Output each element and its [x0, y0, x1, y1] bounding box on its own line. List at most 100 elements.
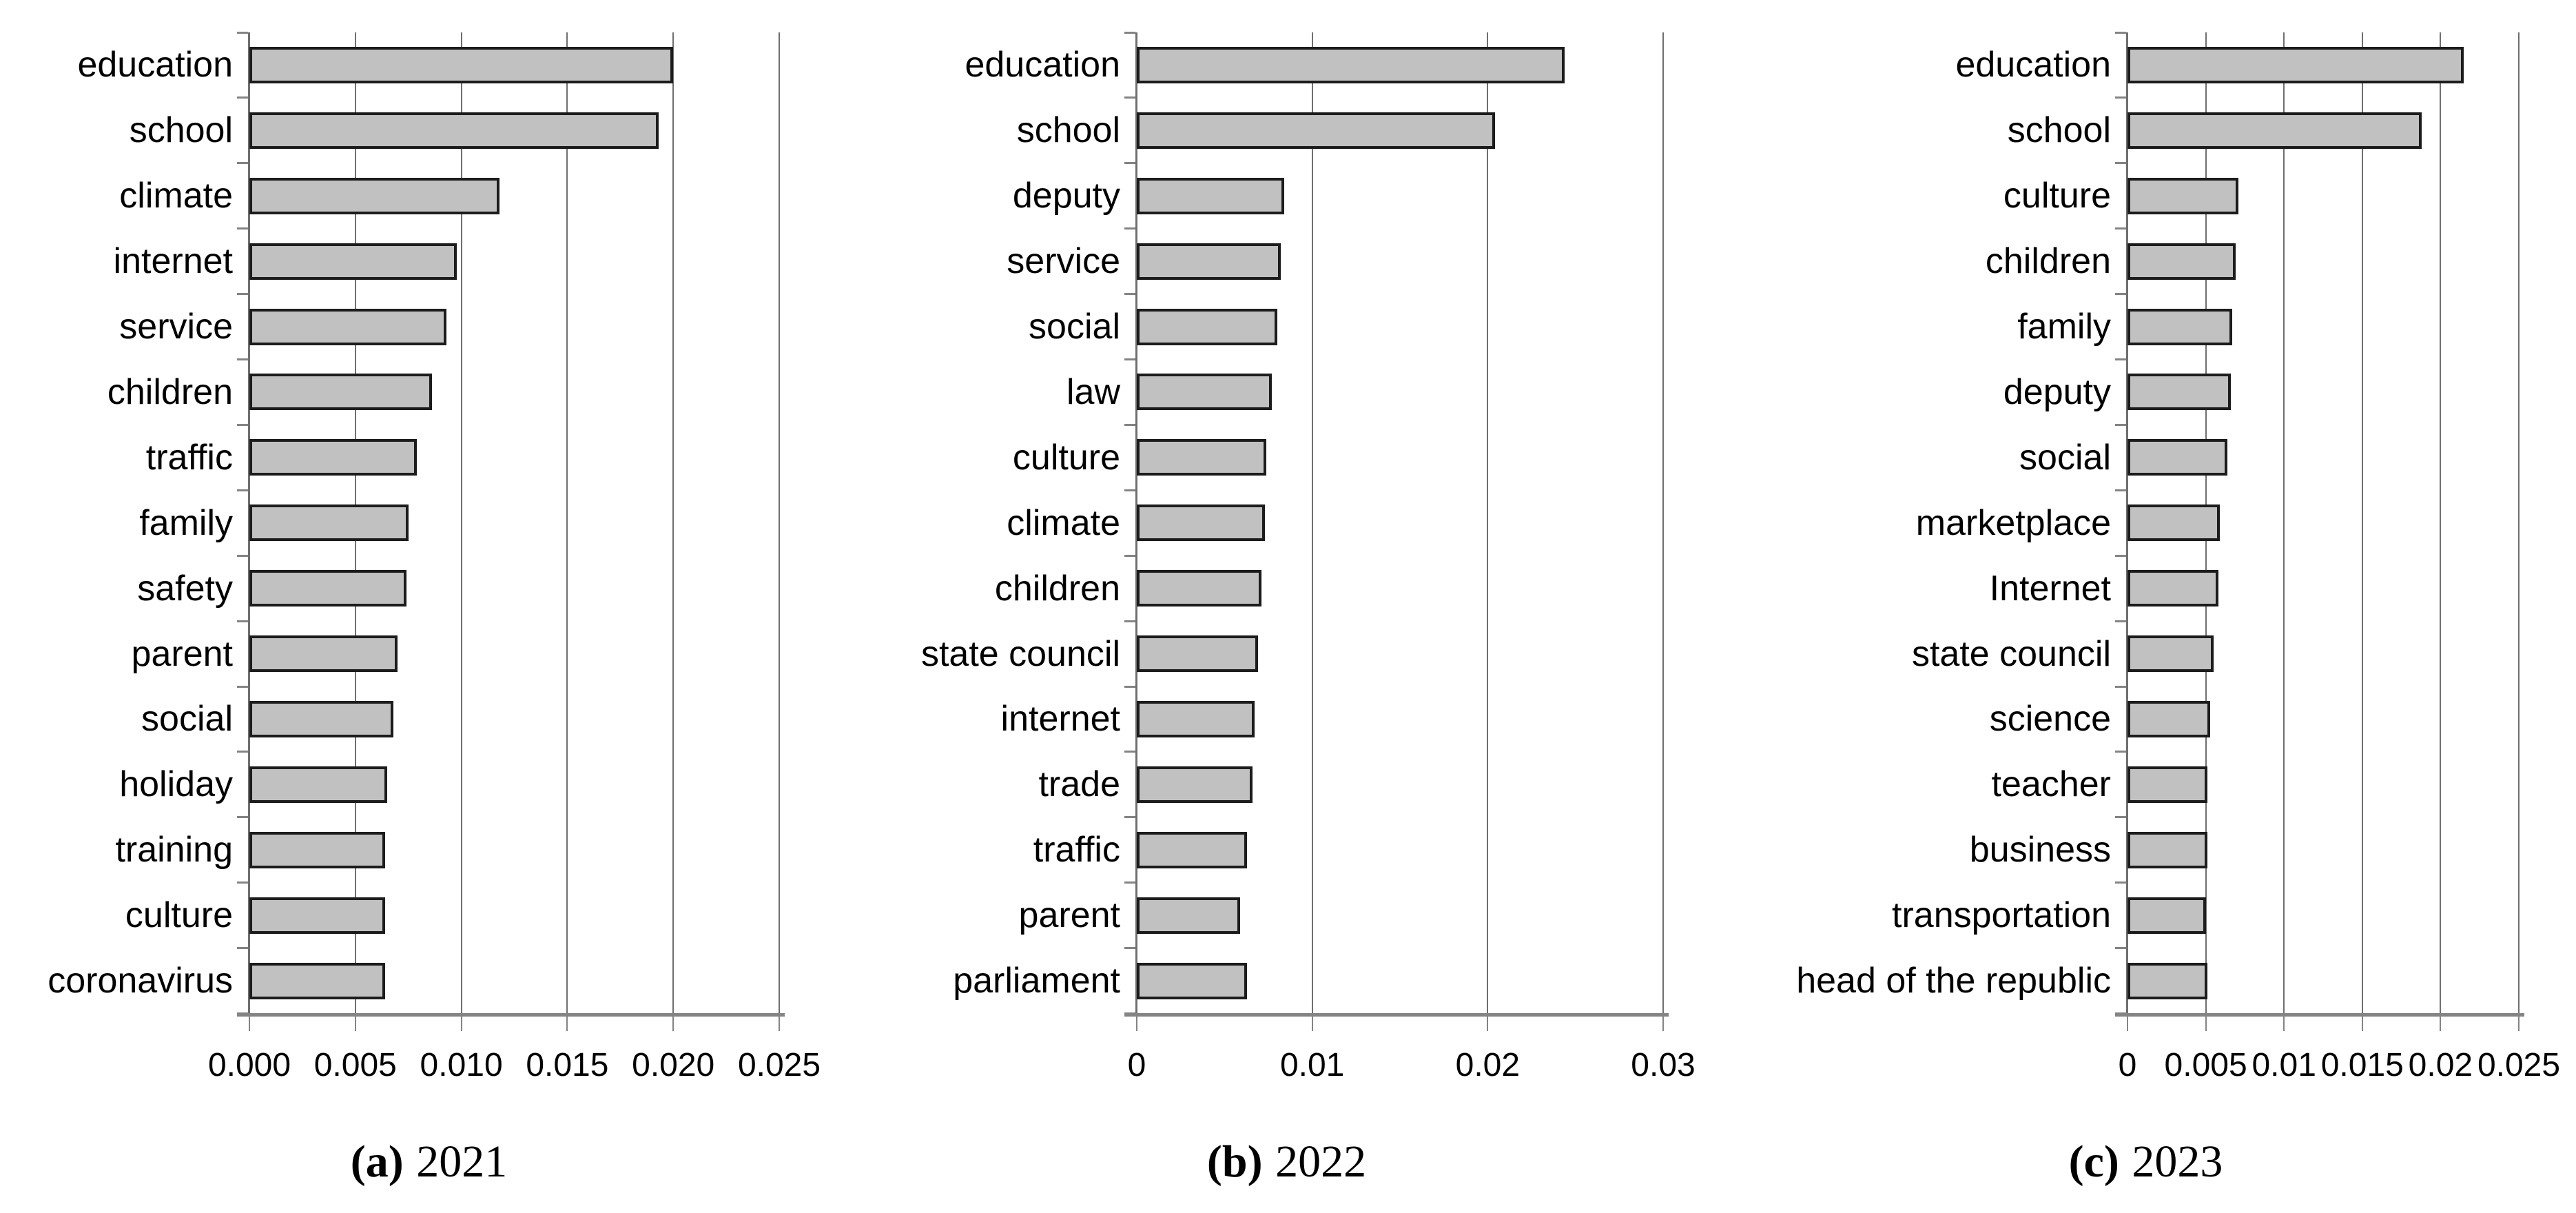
- category-label: children: [1985, 241, 2111, 282]
- x-tick-label: 0.020: [632, 1047, 715, 1083]
- y-axis-tick: [2115, 816, 2126, 819]
- caption-index-a: (a): [350, 1136, 404, 1187]
- bar: [1137, 374, 1272, 411]
- category-label: social: [141, 699, 233, 740]
- x-tick-label: 0.02: [1455, 1047, 1521, 1083]
- bar: [2127, 766, 2207, 803]
- bar: [1137, 46, 1565, 83]
- y-axis-tick: [237, 489, 248, 491]
- bar: [249, 46, 673, 83]
- bar: [249, 700, 393, 737]
- gridline: [1662, 32, 1664, 1013]
- y-axis-tick: [237, 554, 248, 557]
- y-axis-tick: [2115, 554, 2126, 557]
- bar: [249, 112, 659, 149]
- category-label: family: [139, 502, 233, 543]
- x-axis-line: [237, 1013, 785, 1017]
- y-axis-tick: [237, 293, 248, 296]
- category-label: holiday: [119, 764, 233, 805]
- category-label: teacher: [1991, 764, 2111, 805]
- x-axis-tick: [2127, 1013, 2128, 1031]
- x-axis-line: [2115, 1013, 2524, 1017]
- category-label: family: [2017, 307, 2111, 347]
- category-label: safety: [137, 568, 233, 609]
- y-axis-line: [2126, 32, 2128, 1013]
- bar: [249, 635, 398, 673]
- y-axis-tick: [237, 423, 248, 426]
- bar: [1137, 831, 1247, 868]
- bar: [249, 177, 499, 214]
- x-axis-tick: [2205, 1013, 2207, 1031]
- y-axis-tick: [1124, 162, 1135, 165]
- y-axis-tick: [1124, 293, 1135, 296]
- gridline: [2518, 32, 2520, 1013]
- bar: [1137, 766, 1253, 803]
- caption-year-2021: 2021: [416, 1136, 508, 1187]
- bar: [2127, 962, 2207, 999]
- y-axis-tick: [1124, 358, 1135, 360]
- caption-index-b: (b): [1206, 1136, 1263, 1187]
- category-label: training: [115, 830, 233, 870]
- gridline: [460, 32, 462, 1013]
- bar: [249, 570, 406, 607]
- category-label: school: [2007, 110, 2111, 151]
- y-axis-tick: [1124, 227, 1135, 230]
- category-label: children: [107, 371, 233, 412]
- x-axis-tick: [460, 1013, 462, 1031]
- category-label: deputy: [1012, 176, 1120, 216]
- bar: [1137, 308, 1277, 345]
- x-axis-tick: [2361, 1013, 2363, 1031]
- bar: [249, 962, 385, 999]
- gridline: [566, 32, 568, 1013]
- subfigure-2023: (c) 2023 0 0.005 0.01 0.015 0.02 0.025 educatio…: [1715, 0, 2576, 1213]
- bar: [1137, 570, 1261, 607]
- bar: [1137, 700, 1255, 737]
- x-tick-label: 0.000: [207, 1047, 291, 1083]
- y-axis-tick: [1124, 881, 1135, 884]
- gridline: [2361, 32, 2363, 1013]
- y-axis-tick: [1124, 31, 1135, 34]
- bar: [249, 374, 432, 411]
- category-label: climate: [119, 176, 233, 216]
- bar: [1137, 243, 1281, 280]
- x-axis-line: [1124, 1013, 1669, 1017]
- x-tick-label: 0: [2118, 1047, 2137, 1083]
- y-axis-tick: [237, 685, 248, 688]
- y-axis-tick: [2115, 96, 2126, 99]
- category-label: science: [1989, 699, 2111, 740]
- x-tick-label: 0.025: [2477, 1047, 2561, 1083]
- category-label: social: [2019, 437, 2111, 478]
- y-axis-tick: [237, 162, 248, 165]
- gridline: [672, 32, 674, 1013]
- caption-year-2022: 2022: [1275, 1136, 1367, 1187]
- category-label: coronavirus: [48, 961, 233, 1001]
- y-axis-tick: [237, 358, 248, 360]
- x-tick-label: 0.02: [2408, 1047, 2473, 1083]
- x-tick-label: 0.01: [2252, 1047, 2316, 1083]
- category-label: business: [1969, 830, 2111, 870]
- category-label: parent: [131, 633, 233, 674]
- bar: [2127, 700, 2210, 737]
- bar: [1137, 439, 1266, 476]
- x-axis-tick: [1136, 1013, 1137, 1031]
- category-label: social: [1029, 307, 1120, 347]
- bar: [1137, 504, 1265, 542]
- subfigure-2021: (a) 2021 0.000 0.005 0.010 0.015 0.020 0.025 ed…: [0, 0, 858, 1213]
- caption-index-c: (c): [2068, 1136, 2119, 1187]
- y-axis-tick: [2115, 881, 2126, 884]
- category-label: education: [77, 45, 233, 85]
- y-axis-tick: [237, 227, 248, 230]
- category-label: trade: [1038, 764, 1120, 805]
- category-label: deputy: [2003, 371, 2111, 412]
- y-axis-tick: [1124, 685, 1135, 688]
- bar: [2127, 243, 2236, 280]
- bar: [2127, 897, 2206, 934]
- y-axis-tick: [237, 751, 248, 753]
- bar: [249, 439, 417, 476]
- y-axis-tick: [1124, 96, 1135, 99]
- y-axis-tick: [237, 31, 248, 34]
- subfigure-2022: (b) 2022 0 0.01 0.02 0.03 education school depu…: [858, 0, 1715, 1213]
- bar: [249, 766, 387, 803]
- y-axis-tick: [1124, 423, 1135, 426]
- subfigure-caption-2023: (c) 2023: [1715, 1136, 2576, 1188]
